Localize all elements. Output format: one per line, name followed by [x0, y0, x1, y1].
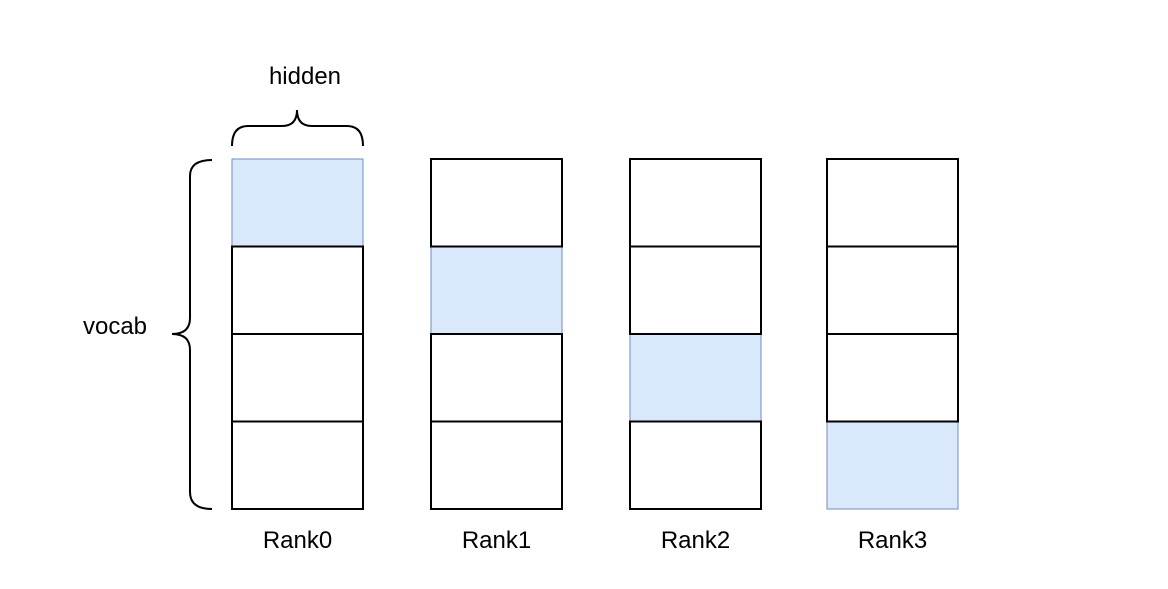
highlighted-shard-cell	[430, 246, 563, 335]
shard-cell-border	[231, 420, 364, 510]
highlighted-shard-cell	[231, 158, 364, 247]
shard-cell	[629, 420, 762, 510]
rank-label: Rank3	[858, 527, 927, 554]
highlighted-shard-cell	[826, 421, 959, 510]
rank-column-3: Rank3	[826, 158, 959, 554]
shard-cell	[826, 333, 959, 423]
shard-cell	[231, 245, 364, 335]
vocab-brace	[171, 159, 213, 510]
shard-cell	[430, 333, 563, 423]
shard-cell	[231, 333, 364, 423]
shard-cell	[826, 158, 959, 248]
shard-cell-border	[629, 245, 762, 335]
shard-cell	[629, 158, 762, 248]
rank-label: Rank0	[263, 527, 332, 554]
rank-column-0: Rank0	[231, 158, 364, 554]
hidden-label: hidden	[269, 63, 341, 90]
shard-cell-border	[826, 333, 959, 423]
rank-column-1: Rank1	[430, 158, 563, 554]
shard-cell	[430, 420, 563, 510]
shard-cell-border	[629, 420, 762, 510]
shard-cell-border	[430, 158, 563, 248]
rank-label: Rank1	[462, 527, 531, 554]
shard-cell	[629, 245, 762, 335]
highlighted-shard-cell	[629, 333, 762, 422]
rank-columns: Rank0 Rank1 Rank2 Rank3	[231, 158, 959, 554]
shard-cell-border	[430, 420, 563, 510]
shard-cell	[826, 245, 959, 335]
shard-cell	[231, 420, 364, 510]
shard-cell	[430, 158, 563, 248]
vocab-label: vocab	[83, 313, 147, 340]
hidden-brace	[231, 109, 364, 147]
rank-label: Rank2	[661, 527, 730, 554]
rank-column-2: Rank2	[629, 158, 762, 554]
